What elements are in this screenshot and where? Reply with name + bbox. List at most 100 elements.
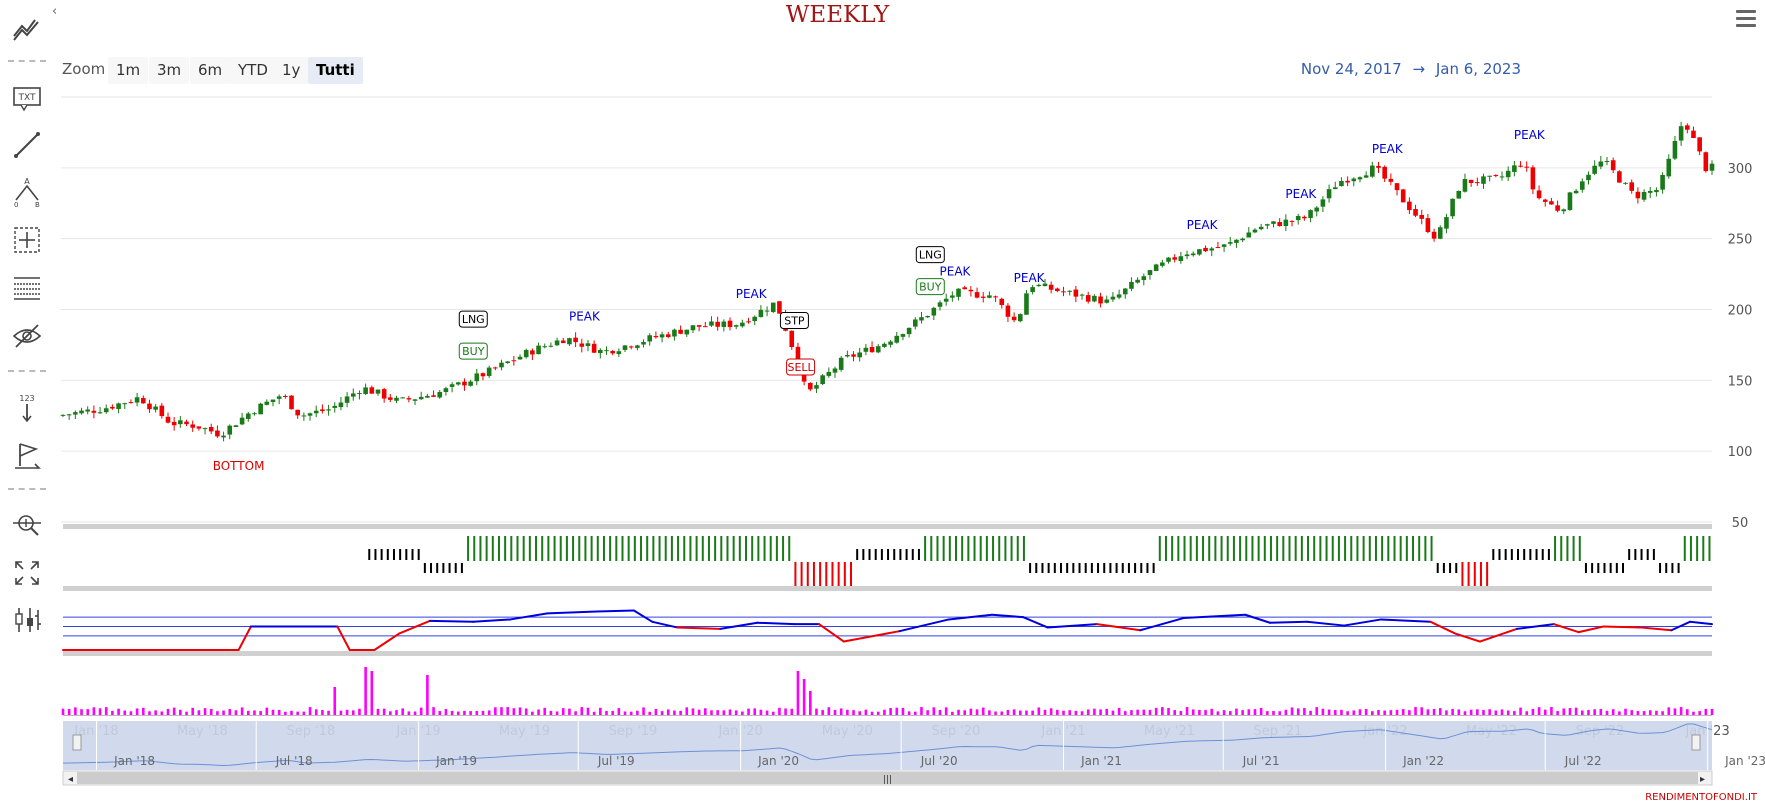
signal-bar	[609, 536, 612, 561]
candle-up	[752, 316, 758, 322]
peak-label: PEAK	[1014, 271, 1046, 285]
candle-down	[91, 410, 97, 413]
crosshair-icon[interactable]	[6, 220, 48, 260]
oscillator-segment	[1021, 616, 1049, 629]
signal-bar	[1405, 536, 1408, 561]
volume-bar	[833, 710, 837, 715]
volume-bar	[586, 707, 590, 715]
zoom-move-icon[interactable]	[6, 504, 48, 544]
volume-bar	[1111, 710, 1115, 715]
signal-bar	[825, 562, 828, 586]
volume-bar	[938, 709, 942, 715]
oscillator-segment	[756, 621, 796, 626]
candle-up	[1647, 190, 1653, 193]
signal-bar	[1541, 549, 1544, 560]
indicators-icon[interactable]	[6, 8, 48, 48]
zoom-1y-button[interactable]: 1y	[274, 57, 309, 84]
volume-bar	[1556, 711, 1559, 715]
candle-down	[1697, 137, 1702, 152]
chart-type-icon[interactable]	[6, 600, 48, 640]
signal-bar	[973, 536, 976, 561]
zoom-1m-button[interactable]: 1m	[108, 57, 149, 84]
vertical-count-icon[interactable]: 123	[6, 388, 48, 428]
fibonacci-icon[interactable]: A 0 B	[6, 172, 48, 212]
candle-up	[1450, 198, 1455, 217]
credit-link[interactable]: RENDIMENTOFONDI.IT	[1645, 792, 1757, 803]
signal-bar	[911, 549, 914, 560]
candle-up	[474, 373, 480, 382]
oscillator-segment	[429, 619, 475, 623]
candle-down	[1431, 231, 1437, 239]
hide-annotations-icon[interactable]	[6, 316, 48, 356]
candle-up	[1314, 207, 1320, 212]
volume-bar	[92, 707, 96, 715]
zoom-6m-button[interactable]: 6m	[190, 57, 231, 84]
candle-down	[1215, 247, 1221, 249]
volume-bar	[555, 711, 559, 715]
signal-bar	[1560, 536, 1563, 561]
scroll-right-icon[interactable]: ▸	[1700, 774, 1705, 785]
buy-badge	[458, 342, 488, 360]
candle-up	[326, 409, 331, 411]
signal-bar	[1134, 563, 1137, 573]
candle-up	[814, 385, 819, 389]
signal-bar	[1294, 536, 1297, 561]
signal-bar	[1208, 536, 1211, 561]
volume-bar	[1056, 709, 1059, 715]
long-label: LNG	[462, 313, 485, 326]
signal-bar	[467, 536, 470, 561]
collapse-toolbar-icon[interactable]: ‹	[52, 4, 58, 19]
candle-up	[758, 309, 764, 318]
candle-up	[764, 310, 770, 312]
candle-up	[950, 295, 955, 298]
volume-bar	[413, 711, 417, 715]
candle-up	[919, 317, 924, 321]
flag-icon[interactable]	[6, 436, 48, 476]
candle-up	[912, 319, 918, 327]
navigator-handle[interactable]	[1691, 734, 1701, 751]
range-to[interactable]: Jan 6, 2023	[1435, 60, 1521, 78]
range-from[interactable]: Nov 24, 2017	[1300, 60, 1402, 78]
signal-bar	[992, 536, 995, 561]
candle-up	[1326, 189, 1332, 199]
candle-up	[1295, 216, 1301, 221]
oscillator-segment	[1096, 623, 1142, 632]
candle-up	[604, 350, 609, 352]
candle-up	[344, 396, 350, 403]
context-menu-icon[interactable]	[1736, 10, 1756, 28]
candle-down	[1289, 220, 1295, 222]
zoom-ytd-button[interactable]: YTD	[230, 57, 276, 84]
grid-lines-icon[interactable]	[6, 268, 48, 308]
signal-bar	[522, 536, 525, 561]
candle-down	[215, 430, 220, 437]
signal-bar	[559, 536, 562, 561]
signal-bar	[590, 536, 593, 561]
volume-bar	[975, 709, 979, 715]
candle-up	[1339, 180, 1344, 187]
fullscreen-icon[interactable]	[6, 553, 48, 593]
volume-bar	[951, 711, 954, 715]
candle-up	[1580, 181, 1585, 190]
oscillator-segment	[398, 619, 432, 635]
signal-bar	[1615, 563, 1618, 573]
signal-bar	[528, 536, 531, 561]
candle-down	[110, 406, 115, 409]
volume-bar	[611, 710, 614, 715]
scroll-left-icon[interactable]: ◂	[68, 774, 73, 785]
volume-bar	[1581, 710, 1584, 715]
volume-bar	[1587, 709, 1590, 715]
candle-up	[659, 334, 665, 338]
volume-bar	[1562, 708, 1566, 715]
candle-up	[906, 327, 912, 335]
zoom-3m-button[interactable]: 3m	[149, 57, 190, 84]
sell-label: SELL	[787, 361, 814, 374]
navigator-handle[interactable]	[72, 734, 82, 751]
scrollbar-thumb[interactable]	[77, 772, 1698, 784]
volume-bar	[1303, 708, 1306, 715]
line-icon[interactable]	[6, 125, 48, 165]
candle-down	[715, 321, 720, 327]
text-annotation-icon[interactable]: TXT	[6, 78, 48, 118]
volume-bar	[1401, 709, 1405, 715]
zoom-all-button[interactable]: Tutti	[308, 57, 363, 84]
navigator-tick-label: Jul '22	[1564, 754, 1602, 768]
